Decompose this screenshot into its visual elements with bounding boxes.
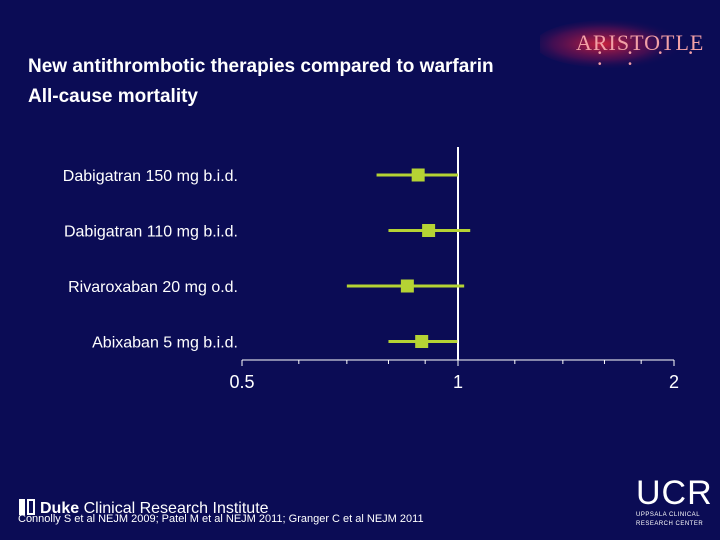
- row-label: Dabigatran 110 mg b.i.d.: [64, 224, 238, 241]
- duke-shield-icon: [19, 499, 35, 515]
- point-estimate: [400, 279, 414, 293]
- citation: Connolly S et al NEJM 2009; Patel M et a…: [18, 513, 424, 525]
- ucr-logo: UCR UPPSALA CLINICAL RESEARCH CENTER: [636, 474, 713, 528]
- slide-title: New antithrombotic therapies compared to…: [28, 52, 494, 112]
- point-estimate: [415, 335, 429, 348]
- row-label: Abixaban 5 mg b.i.d.: [92, 335, 238, 352]
- ucr-logo-line1: UPPSALA CLINICAL: [636, 512, 701, 518]
- duke-logo-rest: Clinical Research Institute: [83, 500, 269, 517]
- x-tick-label: 1: [453, 372, 463, 392]
- ucr-logo-line2: RESEARCH CENTER: [636, 521, 704, 527]
- title-line-1: New antithrombotic therapies compared to…: [28, 56, 494, 77]
- duke-logo: Duke Clinical Research Institute: [18, 498, 269, 518]
- title-line-2: All-cause mortality: [28, 86, 198, 107]
- aristotle-logo-text: ARISTOTLE: [576, 30, 705, 55]
- aristotle-logo-dots: • • • • • •: [598, 48, 705, 70]
- aristotle-logo: [540, 20, 685, 68]
- duke-logo-bold: Duke: [40, 500, 80, 517]
- point-estimate: [411, 168, 425, 182]
- x-tick-label: 2: [669, 372, 679, 392]
- row-label: Rivaroxaban 20 mg o.d.: [68, 279, 238, 296]
- point-estimate: [422, 224, 436, 237]
- ucr-logo-text: UCR: [636, 474, 713, 512]
- x-tick-label: 0.5: [229, 372, 254, 392]
- row-label: Dabigatran 150 mg b.i.d.: [63, 168, 238, 185]
